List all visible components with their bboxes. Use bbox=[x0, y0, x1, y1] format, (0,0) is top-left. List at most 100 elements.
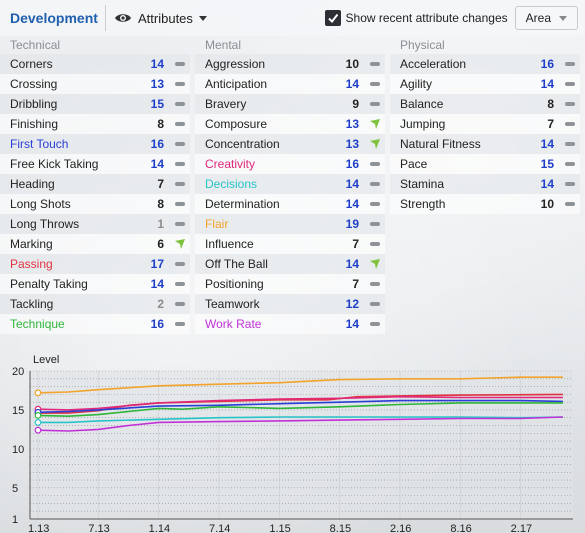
column-heading: Physical bbox=[400, 38, 445, 52]
attribute-name: Composure bbox=[205, 117, 268, 131]
attribute-name: Bravery bbox=[205, 97, 247, 111]
checkmark-icon bbox=[327, 13, 338, 24]
y-tick-label: 15 bbox=[12, 405, 24, 417]
area-dropdown-label: Area bbox=[525, 11, 551, 25]
progress-up-icon bbox=[174, 238, 186, 250]
attribute-name: Positioning bbox=[205, 277, 264, 291]
no-change-icon bbox=[564, 118, 576, 130]
attribute-row[interactable]: Teamwork 12 bbox=[195, 294, 385, 314]
attribute-row[interactable]: Determination 14 bbox=[195, 194, 385, 214]
no-change-icon bbox=[174, 78, 186, 90]
attribute-row[interactable]: Off The Ball 14 bbox=[195, 254, 385, 274]
attribute-name: First Touch bbox=[10, 137, 69, 151]
attribute-row[interactable]: Influence 7 bbox=[195, 234, 385, 254]
series-start-point bbox=[34, 412, 42, 419]
y-tick-label: 1 bbox=[12, 514, 18, 526]
attribute-value: 14 bbox=[345, 177, 359, 191]
attribute-row[interactable]: Creativity 16 bbox=[195, 154, 385, 174]
attribute-row[interactable]: Balance 8 bbox=[390, 94, 580, 114]
attribute-list: Corners 14 Crossing 13 Dribbling 15 Finishing 8… bbox=[0, 54, 190, 334]
attribute-value: 12 bbox=[345, 297, 359, 311]
series-start-point bbox=[34, 389, 42, 397]
attribute-name: Agility bbox=[400, 77, 433, 91]
attribute-row[interactable]: Aggression 10 bbox=[195, 54, 385, 74]
attribute-row[interactable]: Marking 6 bbox=[0, 234, 190, 254]
attribute-row[interactable]: Finishing 8 bbox=[0, 114, 190, 134]
attribute-value: 14 bbox=[345, 197, 359, 211]
attribute-name: Work Rate bbox=[205, 317, 262, 331]
attribute-row[interactable]: Natural Fitness 14 bbox=[390, 134, 580, 154]
attribute-value: 10 bbox=[540, 197, 554, 211]
attribute-row[interactable]: Penalty Taking 14 bbox=[0, 274, 190, 294]
no-change-icon bbox=[369, 318, 381, 330]
y-tick-label: 5 bbox=[12, 483, 18, 495]
attribute-row[interactable]: Pace 15 bbox=[390, 154, 580, 174]
attribute-name: Dribbling bbox=[10, 97, 58, 111]
attribute-name: Long Throws bbox=[10, 217, 80, 231]
attribute-value: 17 bbox=[150, 257, 164, 271]
attribute-row[interactable]: Free Kick Taking 14 bbox=[0, 154, 190, 174]
chevron-down-icon bbox=[198, 15, 207, 21]
attribute-name: Heading bbox=[10, 177, 55, 191]
no-change-icon bbox=[174, 138, 186, 150]
view-selector-dropdown[interactable]: Attributes bbox=[106, 11, 207, 26]
show-changes-checkbox[interactable] bbox=[324, 10, 341, 26]
attribute-name: Strength bbox=[400, 197, 446, 211]
attribute-row[interactable]: Concentration 13 bbox=[195, 134, 385, 154]
attribute-row[interactable]: Long Throws 1 bbox=[0, 214, 190, 234]
series-start-point bbox=[34, 419, 42, 426]
attribute-row[interactable]: Decisions 14 bbox=[195, 174, 385, 194]
attribute-row[interactable]: Passing 17 bbox=[0, 254, 190, 274]
attribute-row[interactable]: Agility 14 bbox=[390, 74, 580, 94]
show-changes-label: Show recent attribute changes bbox=[345, 11, 508, 25]
attribute-row[interactable]: Acceleration 16 bbox=[390, 54, 580, 74]
attribute-value: 16 bbox=[150, 317, 164, 331]
show-changes-toggle[interactable]: Show recent attribute changes bbox=[324, 10, 508, 26]
progress-up-icon bbox=[369, 258, 381, 270]
no-change-icon bbox=[564, 178, 576, 190]
attribute-row[interactable]: Dribbling 15 bbox=[0, 94, 190, 114]
attribute-row[interactable]: Flair 19 bbox=[195, 214, 385, 234]
attribute-row[interactable]: Bravery 9 bbox=[195, 94, 385, 114]
attribute-row[interactable]: Technique 16 bbox=[0, 314, 190, 334]
attribute-name: Pace bbox=[400, 157, 428, 171]
attribute-row[interactable]: Long Shots 8 bbox=[0, 194, 190, 214]
attribute-value: 13 bbox=[345, 137, 359, 151]
attribute-row[interactable]: Heading 7 bbox=[0, 174, 190, 194]
x-tick-label: 8.16 bbox=[450, 523, 471, 533]
area-dropdown[interactable]: Area bbox=[514, 6, 578, 30]
no-change-icon bbox=[174, 118, 186, 130]
y-axis-title: Level bbox=[33, 354, 60, 366]
attribute-name: Free Kick Taking bbox=[10, 157, 99, 171]
attribute-list: Acceleration 16 Agility 14 Balance 8 Jumping 7 N… bbox=[390, 54, 580, 214]
attribute-row[interactable]: Crossing 13 bbox=[0, 74, 190, 94]
attribute-row[interactable]: Anticipation 14 bbox=[195, 74, 385, 94]
attribute-row[interactable]: Stamina 14 bbox=[390, 174, 580, 194]
attribute-name: Stamina bbox=[400, 177, 445, 191]
no-change-icon bbox=[369, 298, 381, 310]
no-change-icon bbox=[369, 218, 381, 230]
y-tick-label: 20 bbox=[12, 366, 24, 378]
attribute-value: 2 bbox=[157, 297, 164, 311]
attribute-name: Concentration bbox=[205, 137, 280, 151]
attribute-name: Flair bbox=[205, 217, 229, 231]
x-tick-label: 7.13 bbox=[88, 523, 109, 533]
series-line bbox=[37, 402, 563, 418]
mental-column: Mental Aggression 10 Anticipation 14 Bravery… bbox=[195, 38, 385, 334]
no-change-icon bbox=[174, 198, 186, 210]
attribute-row[interactable]: Positioning 7 bbox=[195, 274, 385, 294]
attribute-row[interactable]: Tackling 2 bbox=[0, 294, 190, 314]
attribute-row[interactable]: Composure 13 bbox=[195, 114, 385, 134]
attribute-row[interactable]: First Touch 16 bbox=[0, 134, 190, 154]
attribute-name: Decisions bbox=[205, 177, 258, 191]
header-divider bbox=[105, 5, 106, 31]
attribute-row[interactable]: Jumping 7 bbox=[390, 114, 580, 134]
attribute-row[interactable]: Strength 10 bbox=[390, 194, 580, 214]
attribute-row[interactable]: Corners 14 bbox=[0, 54, 190, 74]
no-change-icon bbox=[369, 158, 381, 170]
attribute-value: 15 bbox=[150, 97, 164, 111]
attribute-name: Crossing bbox=[10, 77, 58, 91]
attribute-row[interactable]: Work Rate 14 bbox=[195, 314, 385, 334]
progress-up-icon bbox=[369, 118, 381, 130]
y-tick-label: 10 bbox=[12, 444, 24, 456]
